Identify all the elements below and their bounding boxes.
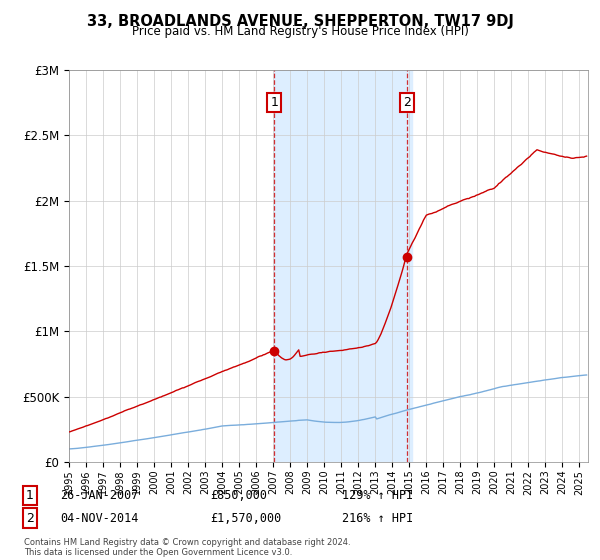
Text: £850,000: £850,000 (210, 489, 267, 502)
Bar (274, 70, 412, 462)
Text: Contains HM Land Registry data © Crown copyright and database right 2024.
This d: Contains HM Land Registry data © Crown c… (24, 538, 350, 557)
Text: 129% ↑ HPI: 129% ↑ HPI (342, 489, 413, 502)
Text: Price paid vs. HM Land Registry's House Price Index (HPI): Price paid vs. HM Land Registry's House … (131, 25, 469, 38)
Text: 2: 2 (26, 511, 34, 525)
Text: 1: 1 (271, 96, 278, 109)
Text: £1,570,000: £1,570,000 (210, 511, 281, 525)
Text: 2: 2 (403, 96, 410, 109)
Text: 04-NOV-2014: 04-NOV-2014 (60, 511, 139, 525)
Text: 1: 1 (26, 489, 34, 502)
Text: 26-JAN-2007: 26-JAN-2007 (60, 489, 139, 502)
Text: 216% ↑ HPI: 216% ↑ HPI (342, 511, 413, 525)
Text: 33, BROADLANDS AVENUE, SHEPPERTON, TW17 9DJ: 33, BROADLANDS AVENUE, SHEPPERTON, TW17 … (86, 14, 514, 29)
